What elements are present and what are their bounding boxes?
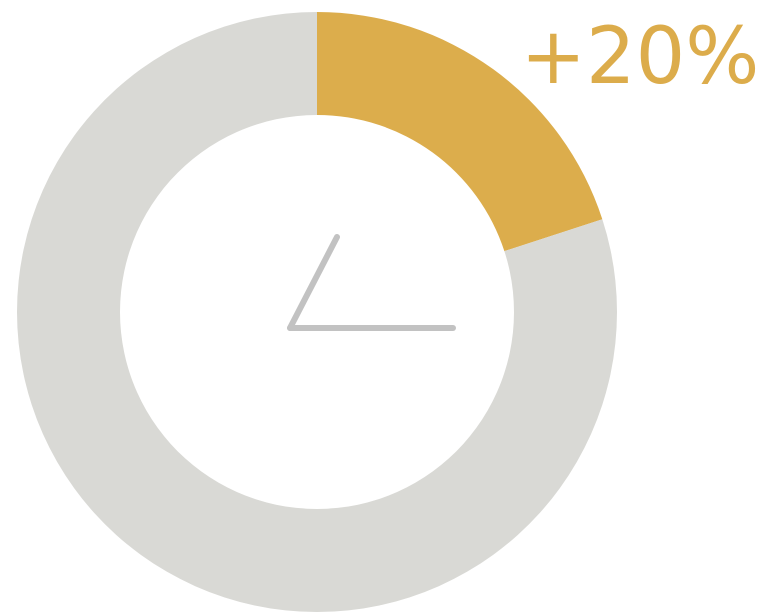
donut-segment [17,12,617,612]
donut [17,12,617,612]
clock-hand [287,234,340,331]
clock-icon [287,234,456,331]
value-label: +20% [521,12,760,102]
donut-segment [317,12,603,252]
